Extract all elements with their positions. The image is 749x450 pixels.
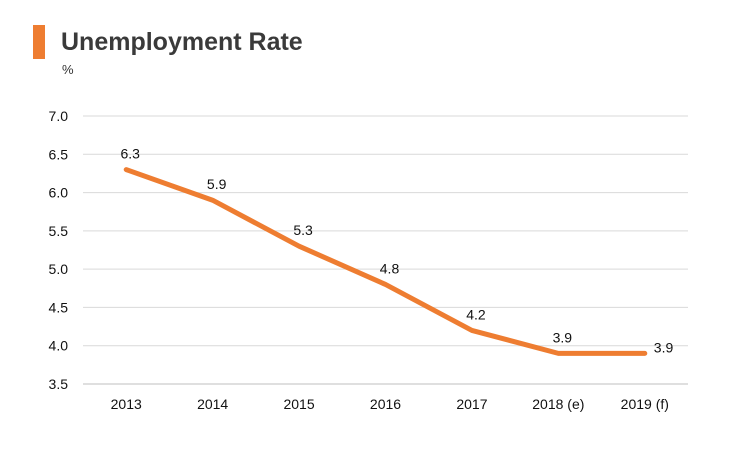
chart-header: Unemployment Rate (33, 24, 303, 60)
y-tick-label: 3.5 (49, 376, 69, 392)
y-tick-label: 7.0 (49, 108, 69, 124)
x-tick-label: 2017 (456, 396, 487, 412)
series-layer (123, 167, 648, 356)
x-tick-label: 2013 (111, 396, 142, 412)
y-tick-label: 4.0 (49, 338, 69, 354)
data-labels: 6.3 5.9 5.3 4.8 4.2 3.9 3.9 (120, 146, 673, 356)
axes: 7.0 6.5 6.0 5.5 5.0 4.5 4.0 3.5 2013 2014 2015 2016… (49, 108, 688, 412)
y-axis-unit-label: % (62, 62, 74, 77)
data-label: 6.3 (120, 146, 140, 162)
y-tick-label: 4.5 (49, 299, 69, 315)
series-line (123, 167, 648, 356)
x-tick-label: 2016 (370, 396, 401, 412)
gridlines (83, 115, 688, 347)
data-label: 5.3 (293, 222, 313, 238)
y-tick-label: 6.5 (49, 146, 69, 162)
x-tick-label: 2019 (f) (621, 396, 669, 412)
title-accent-bar (33, 25, 45, 59)
y-tick-label: 6.0 (49, 185, 69, 201)
y-tick-label: 5.5 (49, 223, 69, 239)
data-label: 3.9 (553, 329, 573, 345)
x-tick-label: 2014 (197, 396, 228, 412)
data-label: 4.2 (466, 306, 486, 322)
x-tick-label: 2018 (e) (532, 396, 584, 412)
data-label: 3.9 (654, 339, 674, 355)
y-tick-label: 5.0 (49, 261, 69, 277)
chart-title: Unemployment Rate (61, 27, 303, 56)
data-label: 5.9 (207, 176, 227, 192)
x-tick-label: 2015 (283, 396, 314, 412)
data-label: 4.8 (380, 260, 400, 276)
